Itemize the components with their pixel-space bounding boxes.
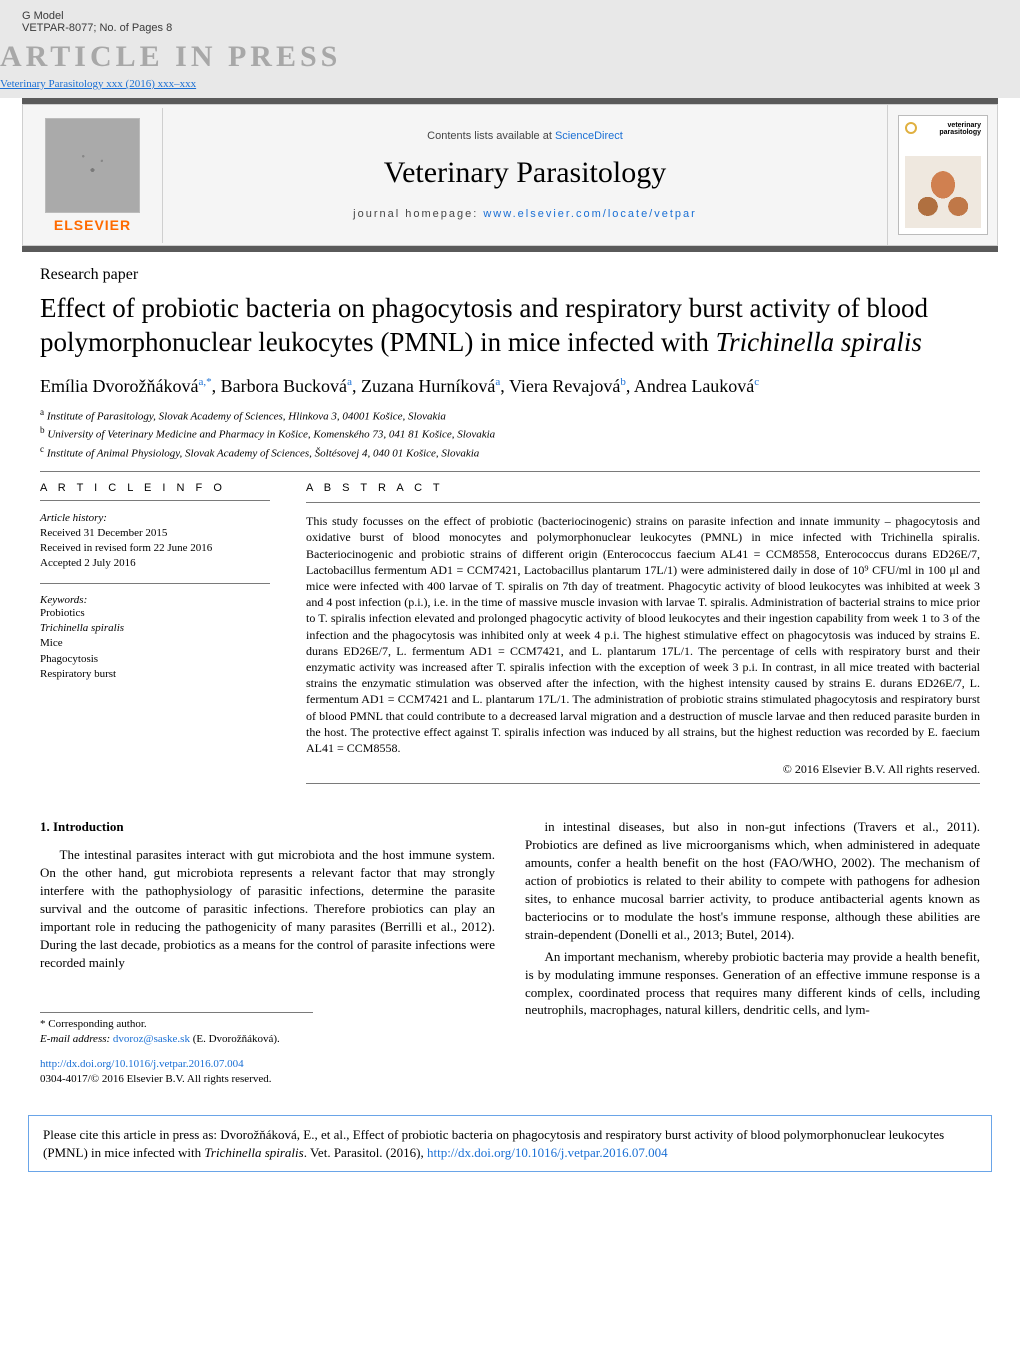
affil-a: a Institute of Parasitology, Slovak Acad…: [40, 406, 980, 425]
cover-thumb: veterinary parasitology: [887, 105, 997, 245]
email-label: E-mail address:: [40, 1033, 113, 1045]
affiliations: a Institute of Parasitology, Slovak Acad…: [40, 406, 980, 462]
cite-box: Please cite this article in press as: Dv…: [28, 1115, 992, 1172]
cite-post: . Vet. Parasitol. (2016),: [304, 1145, 427, 1160]
gmodel-line2: VETPAR-8077; No. of Pages 8: [22, 22, 172, 34]
keywords-list: Probiotics Trichinella spiralis Mice Pha…: [40, 606, 270, 683]
cover-dot-icon: [905, 122, 917, 134]
cite-em: Trichinella spiralis: [204, 1145, 303, 1160]
right-column: in intestinal diseases, but also in non-…: [525, 818, 980, 1087]
intro-left-p1: The intestinal parasites interact with g…: [40, 846, 495, 972]
affil-c-text: Institute of Animal Physiology, Slovak A…: [47, 447, 479, 459]
left-column: 1. Introduction The intestinal parasites…: [40, 818, 495, 1087]
intro-right-p2: An important mechanism, whereby probioti…: [525, 948, 980, 1020]
corr-author: * Corresponding author.: [40, 1017, 313, 1032]
email-line: E-mail address: dvoroz@saske.sk (E. Dvor…: [40, 1032, 313, 1047]
email-suffix: (E. Dvorožňáková).: [190, 1033, 280, 1045]
intro-heading: 1. Introduction: [40, 818, 495, 836]
keywords-label: Keywords:: [40, 594, 87, 606]
article-info-heading: A R T I C L E I N F O: [40, 482, 270, 494]
kw-4: Respiratory burst: [40, 668, 116, 680]
topbar: G Model VETPAR-8077; No. of Pages 8: [0, 0, 1020, 40]
homepage-prefix: journal homepage:: [353, 208, 483, 220]
body-columns: 1. Introduction The intestinal parasites…: [40, 818, 980, 1087]
cover-box: veterinary parasitology: [898, 115, 988, 235]
doi-link[interactable]: http://dx.doi.org/10.1016/j.vetpar.2016.…: [40, 1058, 244, 1070]
abstract-col: A B S T R A C T This study focusses on t…: [306, 482, 980, 794]
abstract-text: This study focusses on the effect of pro…: [306, 513, 980, 756]
elsevier-brand: ELSEVIER: [33, 217, 152, 233]
history-label: Article history:: [40, 512, 107, 524]
contents-line: Contents lists available at ScienceDirec…: [171, 130, 879, 142]
authors: Emília Dvorožňákováa,*, Barbora Buckováa…: [40, 374, 980, 398]
title-em: Trichinella spiralis: [716, 327, 922, 357]
cover-mast: veterinary parasitology: [939, 122, 981, 136]
cover-mast-1: veterinary: [948, 122, 981, 129]
rule-info-1: [40, 500, 270, 501]
cover-art-icon: [905, 156, 981, 228]
article-title: Effect of probiotic bacteria on phagocyt…: [40, 292, 980, 360]
cite-link[interactable]: http://dx.doi.org/10.1016/j.vetpar.2016.…: [427, 1145, 668, 1160]
content: Research paper Effect of probiotic bacte…: [0, 252, 1020, 1097]
press-link[interactable]: Veterinary Parasitology xxx (2016) xxx–x…: [0, 78, 1020, 90]
doi-block: http://dx.doi.org/10.1016/j.vetpar.2016.…: [40, 1057, 495, 1087]
keywords-block: Keywords: Probiotics Trichinella spirali…: [40, 594, 270, 683]
rule-info-2: [40, 583, 270, 584]
journal-homepage: journal homepage: www.elsevier.com/locat…: [171, 208, 879, 220]
sciencedirect-link[interactable]: ScienceDirect: [555, 130, 623, 142]
paper-type: Research paper: [40, 266, 980, 284]
homepage-link[interactable]: www.elsevier.com/locate/vetpar: [483, 208, 696, 220]
rule-abs-top: [306, 502, 980, 503]
elsevier-block: ELSEVIER: [23, 108, 163, 243]
journal-title: Veterinary Parasitology: [171, 156, 879, 190]
affil-b: b University of Veterinary Medicine and …: [40, 424, 980, 443]
rule-abs-bot: [306, 783, 980, 784]
elsevier-tree-icon: [45, 118, 140, 213]
cover-mast-2: parasitology: [939, 129, 981, 136]
kw-3: Phagocytosis: [40, 653, 98, 665]
article-history: Article history: Received 31 December 20…: [40, 511, 270, 570]
press-label: ARTICLE IN PRESS: [0, 40, 1020, 74]
hist-1: Received 31 December 2015: [40, 527, 167, 539]
kw-1: Trichinella spiralis: [40, 622, 124, 634]
header-mid: Contents lists available at ScienceDirec…: [163, 118, 887, 232]
intro-right-p1: in intestinal diseases, but also in non-…: [525, 818, 980, 944]
kw-0: Probiotics: [40, 607, 85, 619]
page: G Model VETPAR-8077; No. of Pages 8 ARTI…: [0, 0, 1020, 1172]
affil-b-text: University of Veterinary Medicine and Ph…: [47, 429, 495, 441]
abstract-copyright: © 2016 Elsevier B.V. All rights reserved…: [306, 762, 980, 777]
abstract-heading: A B S T R A C T: [306, 482, 980, 494]
header-band: ELSEVIER Contents lists available at Sci…: [22, 104, 998, 246]
kw-2: Mice: [40, 637, 63, 649]
gmodel-block: G Model VETPAR-8077; No. of Pages 8: [22, 10, 172, 34]
hist-2: Received in revised form 22 June 2016: [40, 542, 212, 554]
gmodel-line1: G Model: [22, 10, 172, 22]
affil-a-text: Institute of Parasitology, Slovak Academ…: [47, 410, 446, 422]
rule-above-info: [40, 471, 980, 472]
doi-line2: 0304-4017/© 2016 Elsevier B.V. All right…: [40, 1073, 272, 1085]
email-link[interactable]: dvoroz@saske.sk: [113, 1033, 190, 1045]
footnote-block: * Corresponding author. E-mail address: …: [40, 1012, 313, 1047]
article-info-col: A R T I C L E I N F O Article history: R…: [40, 482, 270, 794]
press-banner: ARTICLE IN PRESS Veterinary Parasitology…: [0, 40, 1020, 98]
contents-prefix: Contents lists available at: [427, 130, 555, 142]
info-abstract-row: A R T I C L E I N F O Article history: R…: [40, 482, 980, 794]
hist-3: Accepted 2 July 2016: [40, 557, 136, 569]
affil-c: c Institute of Animal Physiology, Slovak…: [40, 443, 980, 462]
